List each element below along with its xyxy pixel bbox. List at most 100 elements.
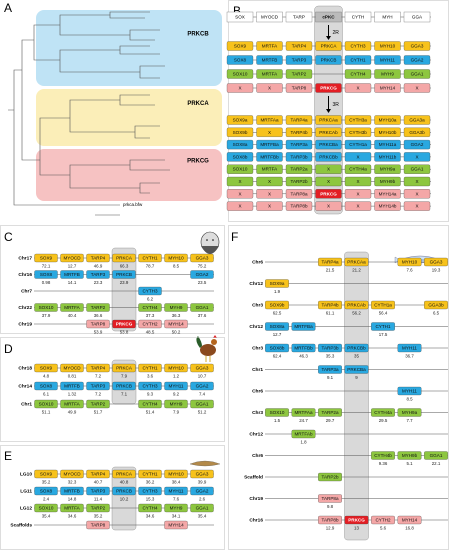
- gene-name: GGA1: [196, 402, 209, 407]
- gene-box: [344, 189, 372, 199]
- panel-letter: D: [4, 342, 13, 356]
- gene-name: MRTFA: [64, 305, 80, 310]
- gene-box: [60, 469, 84, 479]
- gene-box: [285, 55, 313, 65]
- gene-name: TARP2: [91, 402, 106, 407]
- pkc-column: [111, 466, 137, 531]
- gene-name: SOX8a: [233, 142, 248, 147]
- gene-box: [60, 486, 84, 496]
- gene-name: X: [356, 191, 359, 196]
- gene-name: MRTFBb: [294, 346, 313, 351]
- chrom-label: Chr12: [249, 431, 263, 437]
- position: 9.1: [327, 375, 334, 380]
- gene-name: MRTFB: [262, 58, 278, 63]
- gene-box: [315, 189, 342, 199]
- position: 16.8: [405, 526, 414, 531]
- gene-name: PRKCB: [321, 58, 337, 63]
- position: 9.3: [147, 392, 154, 397]
- gene-name: TARP4: [91, 256, 106, 261]
- gene-box: [403, 55, 431, 65]
- gene-box: [344, 115, 372, 125]
- position: 23.3: [94, 280, 103, 285]
- gene-box: [34, 381, 58, 391]
- gene-name: CYTH1: [142, 366, 158, 371]
- gene-name: PRKCA: [321, 44, 338, 49]
- gene-name: CYTH2: [375, 518, 391, 523]
- gene-box: [285, 164, 313, 174]
- position: 36.2: [146, 480, 155, 485]
- gene-name: CYTH1: [142, 256, 158, 261]
- gene-name: CYTH1a: [374, 303, 392, 308]
- gene-box: [291, 429, 316, 439]
- gene-box: [403, 69, 431, 79]
- gene-name: SOX10: [233, 167, 248, 172]
- position: 10.7: [198, 374, 207, 379]
- gene-box: [86, 303, 110, 312]
- gene-name: SOX10: [270, 410, 285, 415]
- gene-box: [315, 83, 342, 93]
- chrom-label: LG10: [20, 471, 32, 477]
- header-name: MYOCD: [261, 15, 279, 20]
- chrom-label: Chr6: [252, 453, 263, 459]
- position: 51.1: [42, 410, 51, 415]
- gene-name: PRKCG: [348, 518, 365, 523]
- gene-box: [138, 503, 162, 513]
- gene-box: [86, 503, 110, 513]
- gene-box: [226, 55, 254, 65]
- chrom-label: Chr14: [18, 383, 32, 389]
- position: 19.3: [432, 268, 441, 273]
- gene-name: MRTFAa: [294, 410, 312, 415]
- gene-name: TARP2: [91, 305, 106, 310]
- position: 62.5: [273, 311, 282, 316]
- gene-name: PRKCA: [116, 472, 133, 477]
- gene-box: [256, 83, 283, 93]
- gene-name: SOX10: [39, 402, 54, 407]
- gene-name: TARP2a: [321, 410, 338, 415]
- header-name: MYH: [382, 15, 392, 20]
- position: 56.4: [379, 311, 388, 316]
- gene-name: SOX9a: [270, 281, 285, 286]
- position: 7.2: [95, 392, 102, 397]
- position: 3.6: [147, 374, 154, 379]
- gene-name: PRKCG: [116, 322, 133, 327]
- header-box: [315, 11, 342, 23]
- gene-name: SOX8: [40, 272, 53, 277]
- gene-name: SOX8: [40, 384, 53, 389]
- gene-box: [112, 270, 136, 279]
- position: 53.8: [120, 330, 129, 335]
- position: 23.9: [120, 280, 129, 285]
- gene-name: GGA3a: [409, 118, 425, 123]
- gene-name: TARP8a: [321, 496, 338, 501]
- gene-box: [164, 381, 188, 391]
- header-name: SOX: [235, 15, 245, 20]
- gene-box: [86, 363, 110, 373]
- gene-name: TARP8b: [290, 204, 307, 209]
- gene-name: X: [268, 191, 271, 196]
- position: 36.3: [172, 313, 181, 318]
- gene-box: [315, 201, 342, 211]
- gene-box: [34, 363, 58, 373]
- gene-box: [285, 201, 313, 211]
- gene-box: [256, 127, 283, 137]
- gene-box: [371, 300, 395, 310]
- gene-name: TARP3: [91, 384, 106, 389]
- gene-box: [344, 152, 372, 162]
- outgroup-label: prkca.bfw: [123, 202, 143, 207]
- gene-box: [138, 381, 162, 391]
- chrom-label: Chr22: [18, 305, 32, 311]
- gene-box: [374, 189, 401, 199]
- gene-box: [60, 253, 84, 263]
- gene-box: [374, 164, 401, 174]
- gene-box: [164, 469, 188, 479]
- gene-box: [226, 189, 254, 199]
- gene-name: MYH9: [381, 72, 394, 77]
- gene-name: X: [356, 86, 359, 91]
- gene-box: [403, 152, 431, 162]
- chrom-label: Chr3: [252, 302, 263, 308]
- gene-name: MYOCD: [63, 472, 81, 477]
- gene-name: TARP8: [292, 86, 307, 91]
- gene-box: [138, 399, 162, 409]
- position: 62.4: [273, 354, 282, 359]
- position: 12.9: [326, 526, 335, 531]
- position: 78.7: [146, 264, 155, 269]
